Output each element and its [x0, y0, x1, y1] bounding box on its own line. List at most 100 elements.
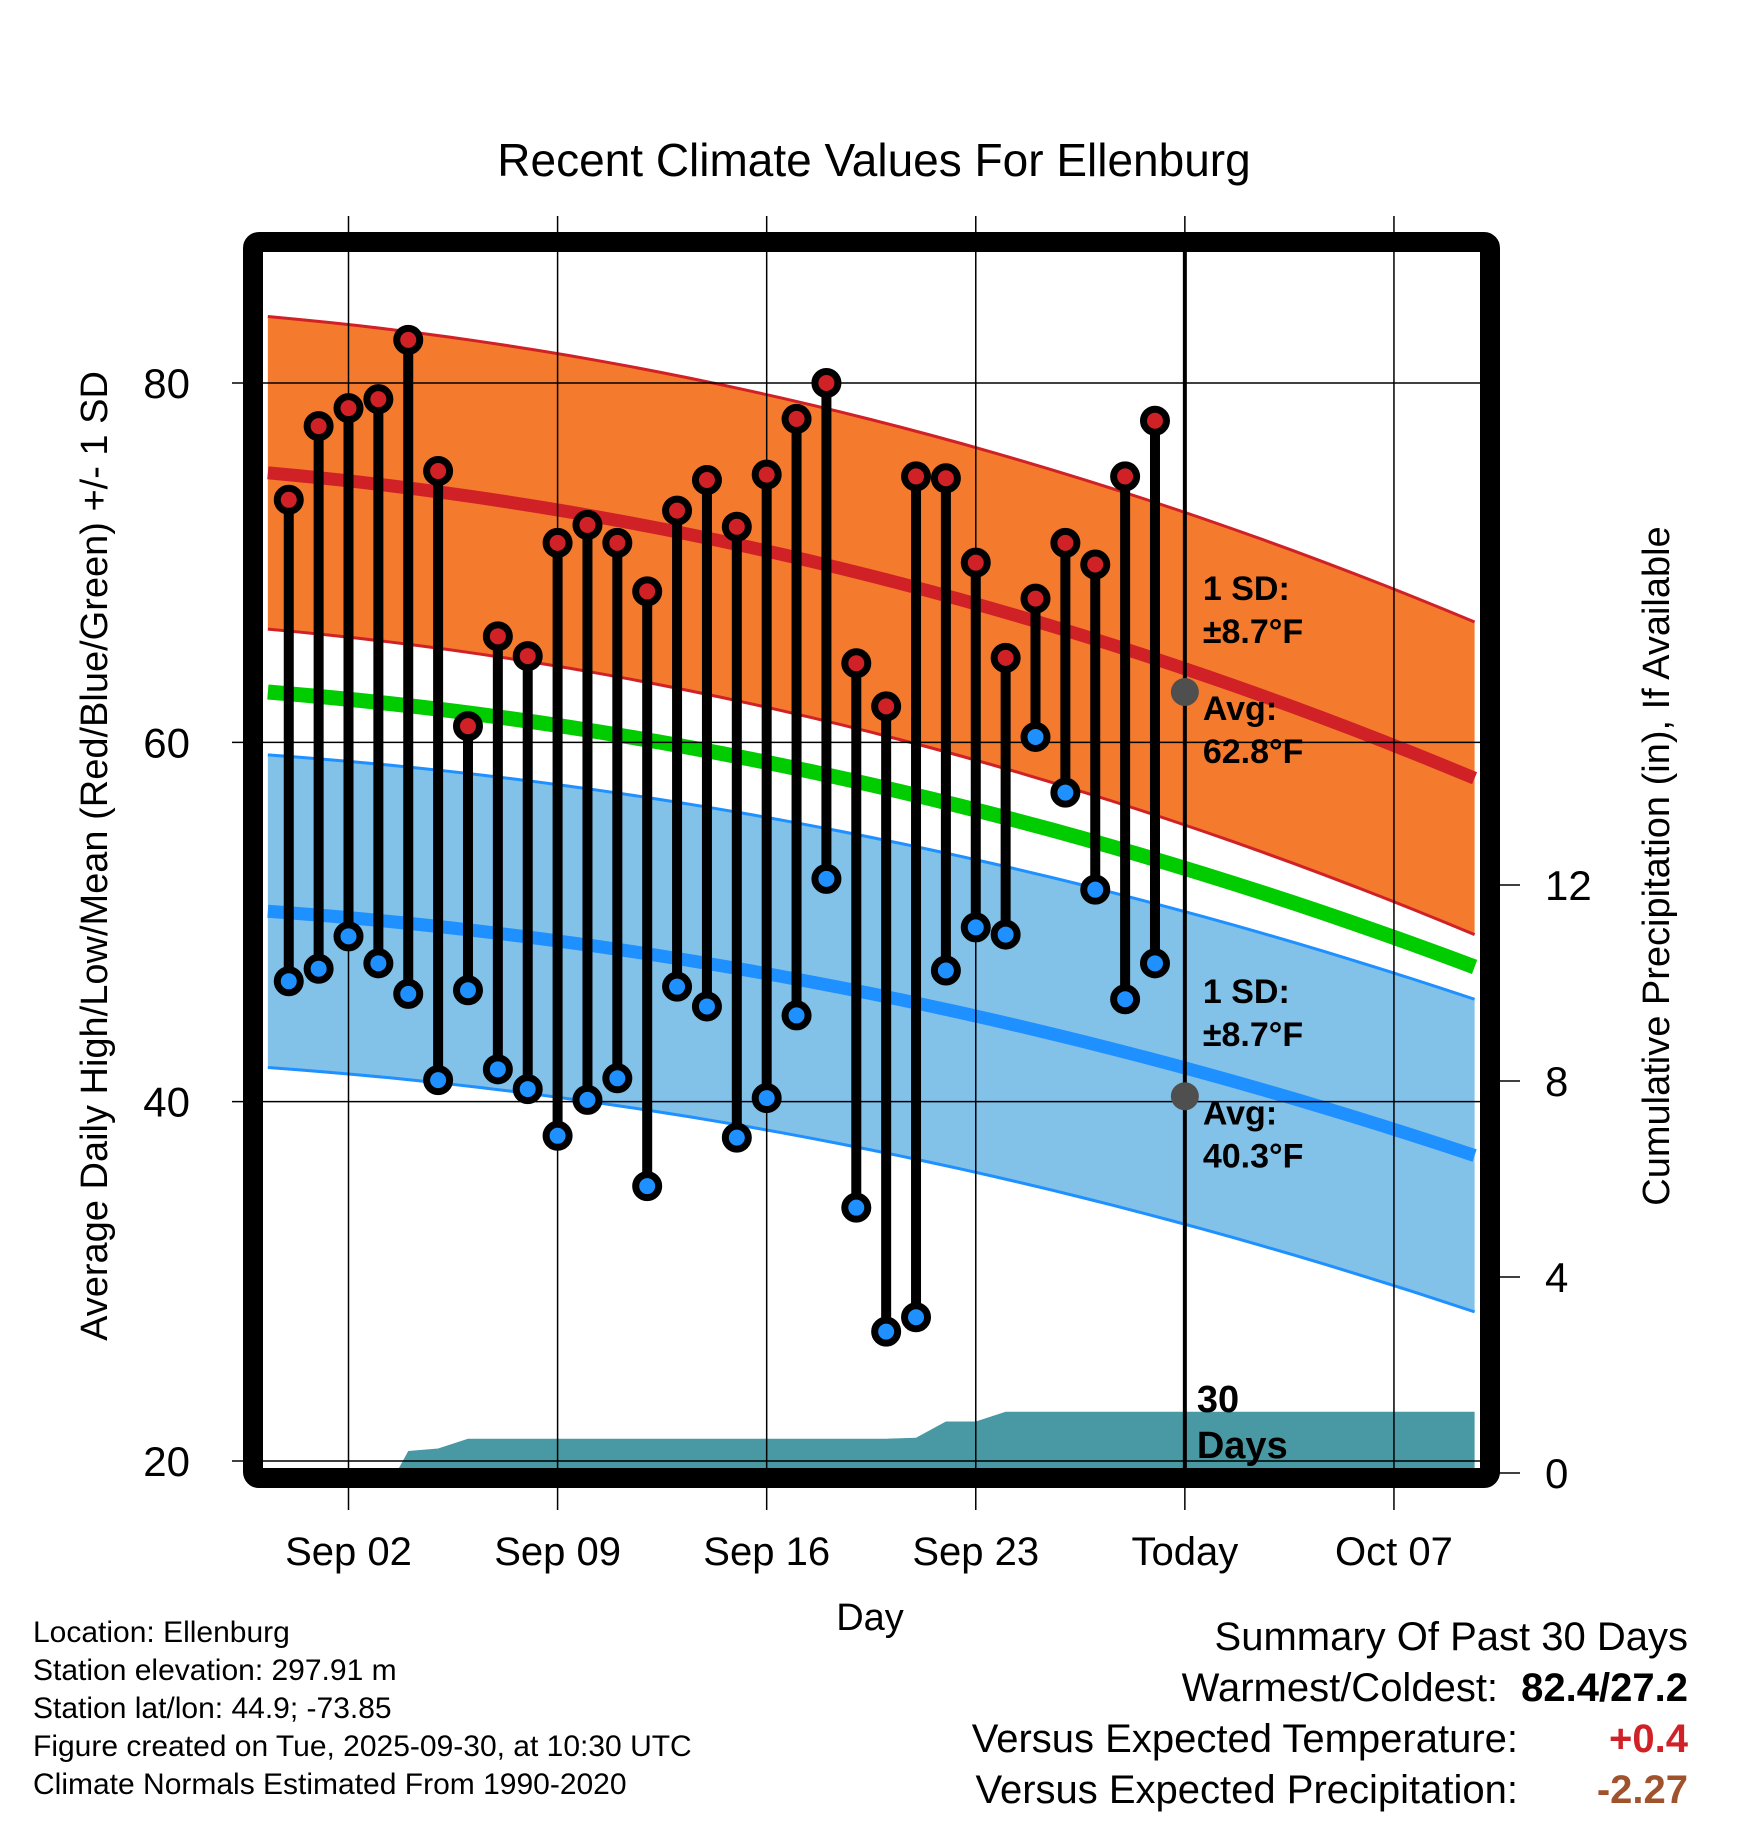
- y-tick-label-20: 20: [143, 1438, 190, 1485]
- low-sd-value: ±8.7°F: [1203, 1016, 1303, 1054]
- y-axis-label: Average Daily High/Low/Mean (Red/Blue/Gr…: [74, 371, 116, 1341]
- high-point: [423, 456, 454, 487]
- summary-panel: Summary Of Past 30 Days Warmest/Coldest:…: [972, 1612, 1688, 1816]
- high-point: [1080, 549, 1111, 580]
- low-point: [512, 1074, 543, 1105]
- x-tick-label-0: Sep 02: [285, 1530, 412, 1574]
- plot-frame: [243, 232, 1500, 1488]
- high-point: [512, 641, 543, 672]
- low-point: [960, 912, 991, 943]
- high-point: [273, 484, 304, 515]
- high-normal-sd-band: [267, 316, 1475, 935]
- summary-warmest-row: Warmest/Coldest: 82.4/27.2: [972, 1663, 1688, 1714]
- high-normal-sd-lower: [267, 627, 1476, 936]
- high-point: [393, 324, 424, 355]
- low-point: [333, 921, 364, 952]
- low-point: [811, 863, 842, 894]
- high-sd-value: ±8.7°F: [1203, 613, 1303, 651]
- summary-temp-row: Versus Expected Temperature: +0.4: [972, 1714, 1688, 1765]
- high-point: [452, 711, 483, 742]
- high-normal-sd-upper: [267, 315, 1476, 624]
- low-point: [781, 1000, 812, 1031]
- summary-warmest-label: Warmest/Coldest:: [1181, 1666, 1499, 1710]
- low-point: [632, 1171, 663, 1202]
- x-tick-label-3: Sep 23: [912, 1530, 1039, 1574]
- high-point: [871, 691, 902, 722]
- low-avg-label: Avg:: [1203, 1094, 1277, 1132]
- x-axis-label: Day: [836, 1597, 904, 1639]
- summary-title: Summary Of Past 30 Days: [1214, 1615, 1688, 1659]
- info-location: Location: Ellenburg: [33, 1616, 290, 1649]
- high-point: [482, 621, 513, 652]
- high-point: [333, 393, 364, 424]
- summary-precip-label: Versus Expected Precipitation:: [975, 1768, 1518, 1812]
- high-point: [662, 495, 693, 526]
- plot-area: [263, 315, 1480, 1468]
- today-days-label-0: 30: [1197, 1379, 1239, 1421]
- high-avg-label: Avg:: [1203, 690, 1277, 728]
- y-tick-label-40: 40: [143, 1079, 190, 1126]
- station-info: Location: Ellenburg Station elevation: 2…: [33, 1614, 692, 1804]
- high-point: [542, 527, 573, 558]
- y2-tick-label-4: 4: [1545, 1254, 1568, 1301]
- high-point: [901, 461, 932, 492]
- summary-temp-value: +0.4: [1609, 1717, 1688, 1761]
- summary-precip-row: Versus Expected Precipitation: -2.27: [972, 1765, 1688, 1816]
- high-point: [811, 368, 842, 398]
- y2-axis-label: Cumulative Precipitation (in), If Availa…: [1636, 526, 1678, 1205]
- x-tick-label-4: Today: [1131, 1530, 1238, 1574]
- low-point: [303, 953, 334, 984]
- low-point: [452, 975, 483, 1006]
- low-point: [602, 1063, 633, 1094]
- y-tick-label-60: 60: [143, 719, 190, 766]
- info-latlon: Station lat/lon: 44.9; -73.85: [33, 1692, 392, 1725]
- high-point: [602, 527, 633, 558]
- high-normal-mean-line: [267, 466, 1478, 785]
- low-point: [1139, 948, 1170, 979]
- high-point: [781, 403, 812, 434]
- summary-warmest-value: 82.4/27.2: [1521, 1666, 1688, 1710]
- low-point: [393, 978, 424, 1009]
- y-tick-label-80: 80: [143, 360, 190, 407]
- high-point: [1020, 583, 1051, 614]
- low-point: [751, 1083, 782, 1114]
- low-point: [572, 1084, 603, 1115]
- high-point: [303, 411, 334, 442]
- low-point: [841, 1192, 872, 1223]
- high-sd-label: 1 SD:: [1203, 570, 1290, 608]
- low-avg-marker: [1170, 1082, 1199, 1111]
- low-point: [1050, 777, 1081, 808]
- high-point: [363, 384, 394, 415]
- low-normal-sd-lower: [267, 1066, 1476, 1314]
- chart-title: Recent Climate Values For Ellenburg: [497, 134, 1250, 186]
- high-point: [841, 648, 872, 679]
- y2-tick-label-0: 0: [1545, 1450, 1568, 1497]
- low-avg-value: 40.3°F: [1203, 1137, 1304, 1175]
- high-point: [1139, 405, 1170, 436]
- low-point: [721, 1122, 752, 1153]
- high-point: [691, 465, 722, 496]
- high-point: [1050, 527, 1081, 558]
- low-point: [273, 966, 304, 997]
- high-avg-marker: [1170, 678, 1199, 707]
- high-avg-value: 62.8°F: [1203, 733, 1304, 771]
- low-point: [871, 1316, 902, 1347]
- low-point: [482, 1054, 513, 1085]
- today-days-label-1: Days: [1197, 1425, 1288, 1467]
- low-point: [1110, 984, 1141, 1015]
- low-sd-label: 1 SD:: [1203, 973, 1290, 1011]
- high-point: [751, 459, 782, 490]
- y2-tick-label-8: 8: [1545, 1058, 1568, 1105]
- x-tick-label-5: Oct 07: [1335, 1530, 1453, 1574]
- low-point: [901, 1302, 932, 1333]
- low-point: [423, 1065, 454, 1096]
- low-point: [1020, 721, 1051, 752]
- summary-temp-label: Versus Expected Temperature:: [971, 1717, 1518, 1761]
- high-point: [990, 642, 1021, 673]
- low-point: [363, 948, 394, 979]
- high-point: [960, 547, 991, 578]
- low-point: [662, 971, 693, 1002]
- low-point: [691, 991, 722, 1022]
- low-point: [1080, 874, 1111, 905]
